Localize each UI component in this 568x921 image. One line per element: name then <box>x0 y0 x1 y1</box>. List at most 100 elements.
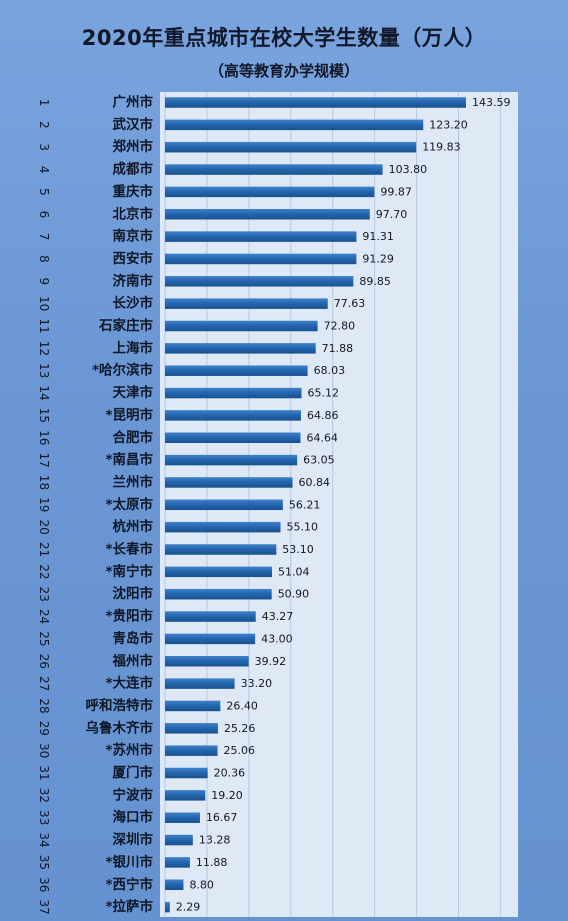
value-label: 123.20 <box>429 118 468 131</box>
category-label: 天津市 <box>113 384 154 401</box>
category-label: *南宁市 <box>105 563 153 580</box>
bar <box>165 566 272 578</box>
value-label: 89.85 <box>359 275 391 288</box>
value-label: 64.64 <box>307 431 339 444</box>
rank-label: 16 <box>37 430 51 445</box>
bar <box>165 298 328 309</box>
category-label: *银川市 <box>105 853 153 870</box>
category-label: *哈尔滨市 <box>92 362 154 379</box>
bar <box>165 432 301 443</box>
bar <box>165 544 277 555</box>
value-label: 91.31 <box>362 230 394 243</box>
category-label: 石家庄市 <box>98 317 153 334</box>
category-label: 福州市 <box>112 652 154 669</box>
bar <box>165 790 206 801</box>
bar <box>165 499 283 511</box>
category-label: 南京市 <box>113 228 154 245</box>
rank-label: 34 <box>37 832 51 847</box>
rank-label: 31 <box>37 765 51 780</box>
category-label: *南昌市 <box>105 451 153 468</box>
bar <box>165 812 200 823</box>
value-label: 33.20 <box>241 677 273 690</box>
value-label: 39.92 <box>255 655 286 668</box>
rank-label: 25 <box>37 631 51 646</box>
bar <box>165 410 301 421</box>
bar <box>165 231 357 242</box>
rank-label: 30 <box>37 743 51 758</box>
category-label: 合肥市 <box>113 429 154 446</box>
bar <box>165 97 466 108</box>
value-label: 26.40 <box>226 699 257 712</box>
category-label: 上海市 <box>113 339 154 356</box>
value-label: 8.80 <box>189 878 214 891</box>
rank-label: 10 <box>37 296 51 311</box>
rank-label: 14 <box>37 385 51 400</box>
category-label: 兰州市 <box>113 473 154 490</box>
category-label: 深圳市 <box>113 831 154 848</box>
bar <box>165 477 293 488</box>
rank-label: 19 <box>37 497 51 512</box>
rank-label: 1 <box>37 99 51 107</box>
bar <box>165 857 190 868</box>
value-label: 50.90 <box>278 588 310 601</box>
value-label: 64.86 <box>307 409 339 422</box>
bar <box>165 633 256 645</box>
value-label: 99.87 <box>380 185 412 198</box>
category-label: 沈阳市 <box>113 585 154 602</box>
category-label: 郑州市 <box>113 138 154 155</box>
value-label: 43.27 <box>262 610 294 623</box>
value-label: 25.26 <box>224 722 256 735</box>
bar <box>165 745 218 756</box>
category-label: *大连市 <box>105 675 153 692</box>
rank-label: 24 <box>37 609 51 624</box>
category-label: *太原市 <box>105 496 153 513</box>
category-label: 乌鲁木齐市 <box>86 719 154 736</box>
value-label: 51.04 <box>278 565 310 578</box>
category-label: 西安市 <box>113 250 154 267</box>
rank-labels: 1234567891011121314151617181920212223242… <box>37 99 51 915</box>
category-label: *苏州市 <box>105 742 153 759</box>
value-label: 13.28 <box>199 834 231 847</box>
bar <box>165 343 316 354</box>
value-label: 60.84 <box>299 476 331 489</box>
value-label: 20.36 <box>214 767 246 780</box>
value-label: 63.05 <box>303 454 335 467</box>
bar <box>165 454 298 466</box>
bar <box>165 141 417 153</box>
rank-label: 8 <box>37 255 51 263</box>
value-labels: 143.59 123.20 119.83 103.80 99.87 97.70 91.31 9… <box>176 96 511 914</box>
value-label: 77.63 <box>334 297 366 310</box>
category-label: 呼和浩特市 <box>86 697 154 714</box>
category-label: 长沙市 <box>113 295 154 312</box>
chart-subtitle: （高等教育办学规模） <box>208 62 359 80</box>
rank-label: 32 <box>37 788 51 803</box>
value-label: 119.83 <box>422 141 461 154</box>
rank-label: 27 <box>37 676 51 691</box>
bar <box>165 678 235 689</box>
rank-label: 22 <box>37 564 51 579</box>
rank-label: 3 <box>37 143 51 151</box>
bar <box>165 767 208 779</box>
rank-label: 7 <box>37 233 51 241</box>
bar <box>165 656 249 667</box>
rank-label: 29 <box>37 721 51 736</box>
value-label: 53.10 <box>282 543 314 556</box>
bar <box>165 119 424 131</box>
bar <box>165 700 221 712</box>
chart-title: 2020年重点城市在校大学生数量（万人） <box>81 26 487 50</box>
category-label: 武汉市 <box>113 116 154 133</box>
bar <box>165 276 354 287</box>
bar <box>165 834 193 846</box>
rank-label: 9 <box>37 277 51 285</box>
rank-label: 23 <box>37 587 51 602</box>
value-label: 91.29 <box>362 252 394 265</box>
rank-label: 11 <box>37 318 51 333</box>
bar <box>165 521 281 533</box>
rank-label: 4 <box>37 166 51 174</box>
value-label: 19.20 <box>211 789 243 802</box>
value-label: 25.06 <box>224 744 256 757</box>
rank-label: 15 <box>37 408 51 423</box>
bar <box>165 186 375 198</box>
